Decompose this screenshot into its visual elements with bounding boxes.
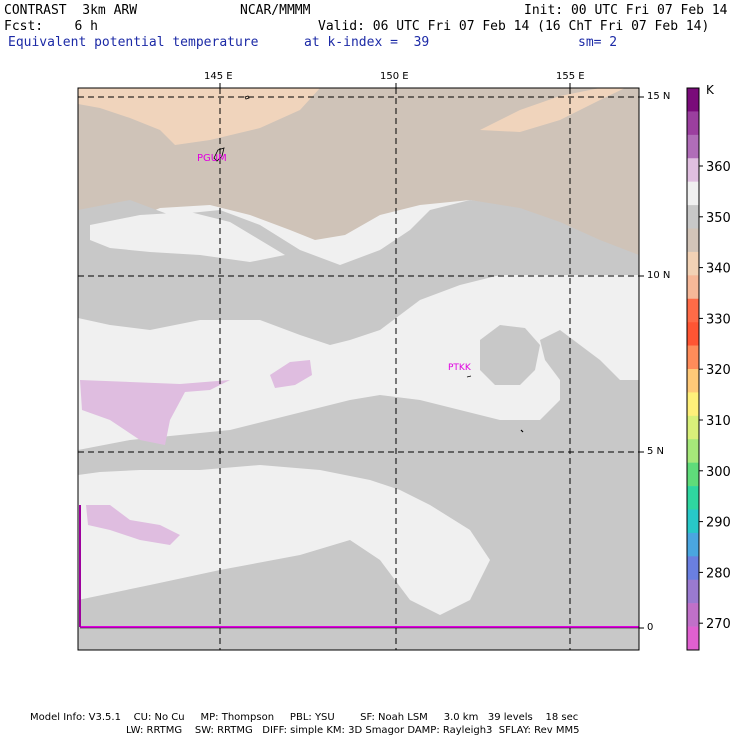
- pink-region: [86, 505, 180, 545]
- legend-swatch: [687, 462, 699, 487]
- lon-label: 145 E: [204, 71, 233, 82]
- legend-swatch: [687, 579, 699, 604]
- color-legend: [686, 87, 700, 651]
- field-name: Equivalent potential temperature: [8, 35, 259, 50]
- pink-region: [80, 380, 230, 445]
- legend-swatch: [687, 134, 699, 159]
- legend-label: 280: [706, 566, 731, 581]
- legend-swatch: [687, 275, 699, 300]
- legend-swatch: [687, 251, 699, 276]
- model-info-line2: LW: RRTMG SW: RRTMG DIFF: simple KM: 3D …: [126, 725, 580, 736]
- legend-swatch: [687, 486, 699, 510]
- pink-region: [270, 360, 312, 388]
- legend-unit: K: [706, 83, 715, 97]
- legend-swatch: [687, 626, 699, 651]
- forecast-hour: Fcst: 6 h: [4, 19, 98, 34]
- legend-label: 320: [706, 363, 731, 378]
- peach-region: [480, 88, 625, 132]
- legend-swatch: [687, 181, 699, 206]
- organization: NCAR/MMMM: [240, 3, 311, 18]
- legend-swatch: [687, 415, 699, 440]
- smoothing-label: sm= 2: [578, 35, 618, 50]
- legend-swatch: [687, 205, 699, 229]
- station-label: PGUM: [197, 153, 227, 164]
- legend-swatch: [687, 298, 699, 323]
- legend-swatch: [687, 532, 699, 557]
- lat-label: 15 N: [647, 91, 671, 102]
- lat-label: 10 N: [647, 270, 671, 281]
- map-frame: [77, 87, 640, 651]
- legend-swatch: [687, 228, 699, 253]
- legend-swatch: [687, 345, 699, 370]
- level-label: at k-index = 39: [304, 35, 430, 50]
- legend-swatch: [687, 556, 699, 581]
- gridlines: [78, 88, 639, 650]
- legend-swatch: [687, 158, 699, 182]
- legend-label: 340: [706, 262, 731, 277]
- legend-swatch: [687, 111, 699, 136]
- legend-label: 350: [706, 211, 731, 226]
- lat-label: 0: [647, 622, 654, 633]
- legend-swatch: [687, 603, 699, 627]
- legend-swatch: [687, 439, 699, 463]
- legend-label: 270: [706, 617, 731, 632]
- legend-label: 330: [706, 312, 731, 327]
- legend-swatch: [687, 88, 699, 112]
- model-info-line1: Model Info: V3.5.1 CU: No Cu MP: Thompso…: [30, 712, 579, 723]
- legend-swatch: [687, 392, 699, 417]
- legend-label: 360: [706, 160, 731, 175]
- island-outline: [213, 147, 225, 162]
- station-label: PTKK: [448, 363, 472, 373]
- legend-swatch: [687, 322, 699, 346]
- valid-time: Valid: 06 UTC Fri 07 Feb 14 (16 ChT Fri …: [318, 19, 710, 34]
- legend-label: 310: [706, 414, 731, 429]
- legend-label: 300: [706, 465, 731, 480]
- lon-label: 150 E: [380, 71, 409, 82]
- peach-region: [78, 88, 320, 145]
- lat-label: 5 N: [647, 446, 665, 457]
- legend-label: 290: [706, 516, 731, 531]
- lon-label: 155 E: [556, 71, 585, 82]
- model-title: CONTRAST 3km ARW: [4, 3, 138, 18]
- legend-swatch: [687, 509, 699, 534]
- legend-swatch: [687, 369, 699, 393]
- init-time: Init: 00 UTC Fri 07 Feb 14: [524, 3, 728, 18]
